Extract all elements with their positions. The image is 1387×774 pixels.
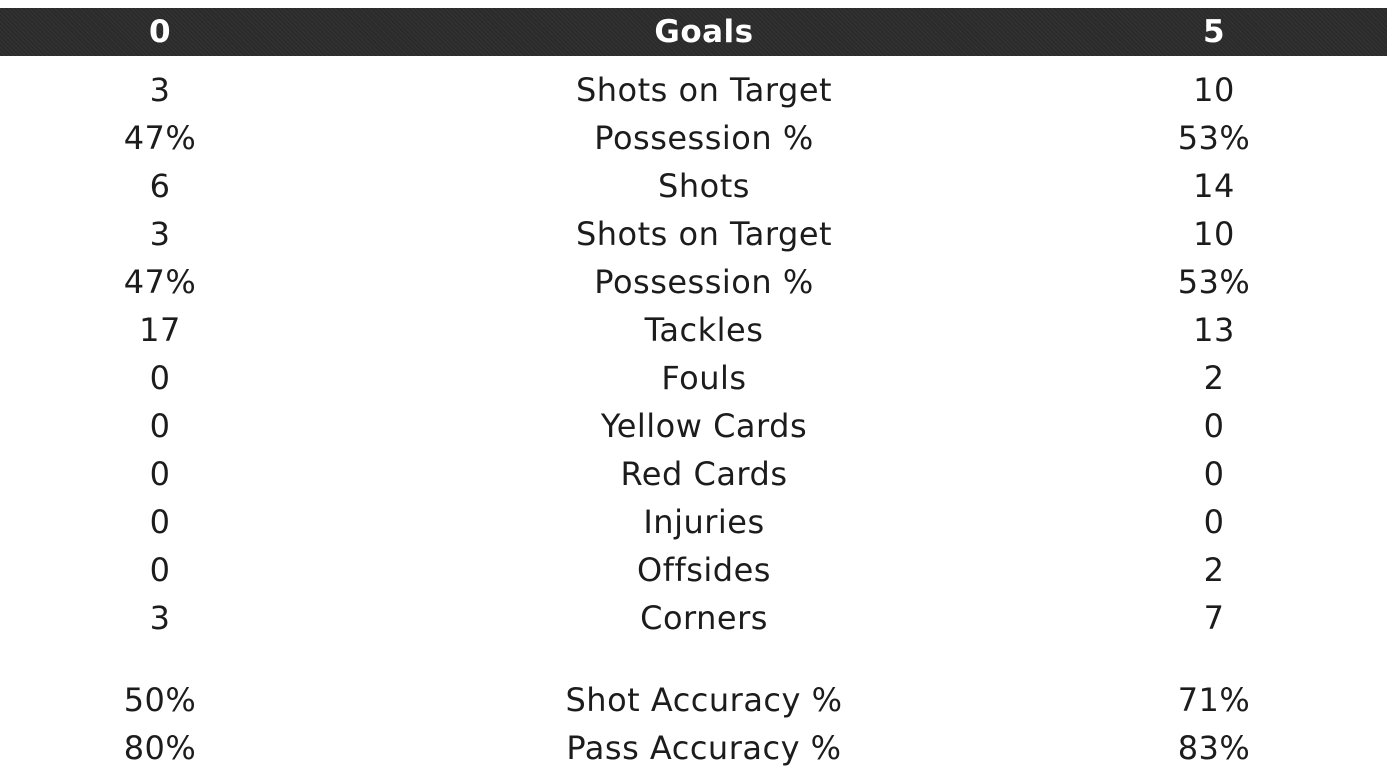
goals-header-bar: 0 Goals 5 [0, 8, 1387, 56]
away-stat-value: 71% [1177, 681, 1251, 719]
home-stat-value: 3 [149, 215, 171, 253]
stat-label: Shots on Target [575, 71, 833, 109]
away-stat-value: 0 [1203, 503, 1225, 541]
stat-label: Offsides [637, 551, 771, 589]
away-stat-value: 2 [1203, 359, 1225, 397]
away-stat-value: 53% [1177, 119, 1251, 157]
stat-row-corners: 3 Corners 7 [0, 594, 1387, 642]
home-stat-value: 17 [139, 311, 181, 349]
away-stat-value: 53% [1177, 263, 1251, 301]
stat-label: Corners [640, 599, 768, 637]
home-stat-value: 0 [149, 551, 171, 589]
stat-label: Tackles [644, 311, 764, 349]
stat-label: Pass Accuracy % [566, 729, 842, 767]
stat-row-shots-on-target: 3 Shots on Target 10 [0, 210, 1387, 258]
away-stat-value: 83% [1177, 729, 1251, 767]
away-stat-value: 10 [1193, 71, 1235, 109]
stat-label: Shots on Target [575, 215, 833, 253]
home-stat-value: 3 [149, 71, 171, 109]
away-stat-value: 0 [1203, 407, 1225, 445]
home-stat-value: 3 [149, 599, 171, 637]
home-stat-value: 6 [149, 167, 171, 205]
away-stat-value: 7 [1203, 599, 1225, 637]
header-notch [1367, 56, 1387, 68]
away-stat-value: 10 [1193, 215, 1235, 253]
away-stat-value: 2 [1203, 551, 1225, 589]
stat-row-shots: 6 Shots 14 [0, 162, 1387, 210]
away-stat-value: 13 [1193, 311, 1235, 349]
home-stat-value: 47% [123, 263, 197, 301]
home-stat-value: 47% [123, 119, 197, 157]
stat-row-yellow-cards: 0 Yellow Cards 0 [0, 402, 1387, 450]
stat-label: Fouls [661, 359, 747, 397]
home-goals-value: 0 [148, 14, 172, 50]
stat-row-tackles: 17 Tackles 13 [0, 306, 1387, 354]
stat-row-possession: 47% Possession % 53% [0, 114, 1387, 162]
goals-label: Goals [654, 14, 754, 50]
stat-label: Possession % [594, 119, 814, 157]
home-stat-value: 50% [123, 681, 197, 719]
stat-row-fouls: 0 Fouls 2 [0, 354, 1387, 402]
stats-table: 3 Shots on Target 10 47% Possession % 53… [0, 66, 1387, 772]
stat-label: Shots [658, 167, 750, 205]
home-stat-value: 0 [149, 359, 171, 397]
stat-row-offsides: 0 Offsides 2 [0, 546, 1387, 594]
home-stat-value: 0 [149, 503, 171, 541]
away-stat-value: 0 [1203, 455, 1225, 493]
stat-row-pass-accuracy: 80% Pass Accuracy % 83% [0, 724, 1387, 772]
home-stat-value: 0 [149, 455, 171, 493]
stat-row-shots-on-target: 3 Shots on Target 10 [0, 66, 1387, 114]
stat-row-red-cards: 0 Red Cards 0 [0, 450, 1387, 498]
stat-row-injuries: 0 Injuries 0 [0, 498, 1387, 546]
stat-row-shot-accuracy: 50% Shot Accuracy % 71% [0, 676, 1387, 724]
stat-label: Yellow Cards [600, 407, 808, 445]
stat-label: Possession % [594, 263, 814, 301]
home-stat-value: 0 [149, 407, 171, 445]
away-goals-value: 5 [1202, 14, 1226, 50]
stat-label: Red Cards [620, 455, 788, 493]
home-stat-value: 80% [123, 729, 197, 767]
stat-label: Injuries [643, 503, 765, 541]
stat-label: Shot Accuracy % [565, 681, 843, 719]
stat-row-possession: 47% Possession % 53% [0, 258, 1387, 306]
away-stat-value: 14 [1193, 167, 1235, 205]
